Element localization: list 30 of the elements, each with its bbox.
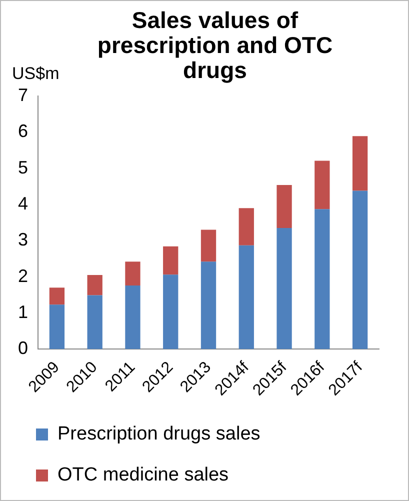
legend-label: Prescription drugs sales — [58, 424, 260, 445]
y-tick-label: 2 — [18, 266, 28, 286]
y-tick-label: 4 — [18, 193, 28, 214]
bar — [352, 136, 368, 191]
bar — [238, 208, 254, 246]
bar — [87, 295, 102, 350]
bar — [125, 262, 140, 286]
legend-label: OTC medicine sales — [58, 464, 229, 486]
bar — [163, 274, 178, 350]
bar — [200, 230, 216, 262]
bar — [125, 285, 140, 350]
y-axis-title: US$m — [12, 64, 60, 84]
y-tick-label: 1 — [18, 302, 28, 322]
bar — [314, 209, 330, 350]
y-tick-label: 3 — [18, 230, 28, 250]
bar — [314, 160, 330, 210]
chart-title: Sales values of prescription and OTC drugs — [96, 7, 334, 83]
y-tick-label: 6 — [18, 121, 28, 142]
bar — [49, 288, 65, 305]
y-tick-label: 5 — [18, 157, 28, 178]
y-tick-label: 0 — [18, 338, 28, 358]
bar — [276, 184, 292, 228]
bar — [49, 304, 65, 350]
bar — [238, 245, 254, 350]
bar — [276, 228, 292, 350]
y-tick-label: 7 — [18, 84, 28, 105]
bar — [200, 262, 216, 350]
bar — [163, 246, 178, 275]
bar — [87, 274, 102, 296]
bar — [352, 190, 368, 350]
